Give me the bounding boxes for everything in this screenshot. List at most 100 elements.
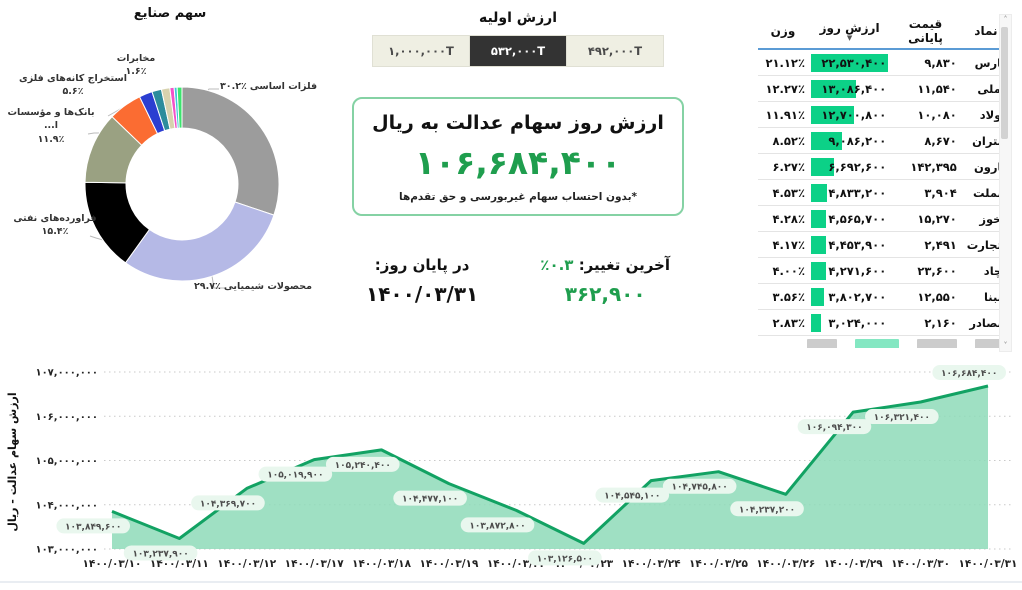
x-tick-label: ۱۴۰۰/۰۳/۱۹ xyxy=(419,558,479,570)
x-tick-label: ۱۴۰۰/۰۳/۲۴ xyxy=(622,558,682,570)
y-tick-label: ۱۰۷,۰۰۰,۰۰۰ xyxy=(35,368,98,379)
point-value-label: ۱۰۶,۳۲۱,۴۰۰ xyxy=(874,413,930,423)
history-chart-panel: ۱۰۳,۰۰۰,۰۰۰ ۱۰۴,۰۰۰,۰۰۰ ۱۰۵,۰۰۰,۰۰۰ ۱۰۶,۰۰۰… xyxy=(0,350,1022,586)
x-tick-label: ۱۴۰۰/۰۳/۱۷ xyxy=(285,558,345,570)
point-value-label: ۱۰۵,۲۴۰,۴۰۰ xyxy=(335,461,391,471)
value-databar xyxy=(810,79,856,98)
donut-label-metal-ore-mining: استخراج کانه‌های فلزی ۵.۶٪ xyxy=(19,73,127,98)
value-databar xyxy=(810,235,827,254)
day-value-amount: ۱۰۶,۶۸۴,۴۰۰ xyxy=(414,143,622,182)
table-row-وبملت: وبملت ۳,۹۰۴ ۴,۸۳۳,۲۰۰ ۴.۵۳٪ xyxy=(758,179,1012,206)
end-of-day-block: در پایان روز: ۱۴۰۰/۰۳/۳۱ xyxy=(366,256,478,306)
table-row-شبنا: شبنا ۱۲,۵۵۰ ۳,۸۰۲,۷۰۰ ۳.۵۶٪ xyxy=(758,283,1012,310)
top-stocks-table: نماد قیمت پایانی ارزش روز ▼ وزن فارس ۹,۸۳… xyxy=(758,12,1012,336)
point-value-label: ۱۰۳,۸۷۲,۸۰۰ xyxy=(469,521,525,531)
value-databar xyxy=(810,183,828,202)
initial-value-option-0[interactable]: ۱,۰۰۰,۰۰۰T xyxy=(373,36,469,66)
industry-share-title: سهم صنایع xyxy=(133,6,207,21)
y-tick-label: ۱۰۳,۰۰۰,۰۰۰ xyxy=(35,545,98,556)
scroll-up-icon[interactable]: ˄ xyxy=(1003,15,1008,24)
table-row-شتران: شتران ۸,۶۷۰ ۹,۰۸۶,۲۰۰ ۸.۵۲٪ xyxy=(758,127,1012,154)
x-tick-label: ۱۴۰۰/۰۳/۲۹ xyxy=(824,558,884,570)
donut-slice-10[interactable] xyxy=(176,86,183,129)
point-value-label: ۱۰۴,۳۶۹,۷۰۰ xyxy=(200,499,256,509)
scrollbar-thumb[interactable] xyxy=(1001,27,1008,139)
point-value-label: ۱۰۶,۰۹۴,۳۰۰ xyxy=(806,423,862,433)
table-row-فارس: فارس ۹,۸۳۰ ۲۲,۵۳۰,۴۰۰ ۲۱.۱۲٪ xyxy=(758,49,1012,76)
table-scrollbar[interactable]: ˄ ˅ xyxy=(999,14,1012,352)
donut-label-basic-metals: ۳۰.۲٪ فلزات اساسی xyxy=(220,81,318,92)
point-value-label: ۱۰۳,۱۲۶,۵۰۰ xyxy=(537,554,593,564)
sort-descending-icon[interactable]: ▼ xyxy=(846,34,853,42)
x-tick-label: ۱۴۰۰/۰۳/۱۲ xyxy=(217,558,277,570)
x-tick-label: ۱۴۰۰/۰۳/۱۱ xyxy=(150,558,209,570)
table-header-row: نماد قیمت پایانی ارزش روز ▼ وزن xyxy=(758,12,1012,50)
top-stocks-panel: نماد قیمت پایانی ارزش روز ▼ وزن فارس ۹,۸۳… xyxy=(742,12,1012,356)
initial-value-option-1[interactable]: ۵۳۲,۰۰۰T xyxy=(469,36,566,66)
donut-slice-0[interactable] xyxy=(181,86,280,216)
scroll-down-icon[interactable]: ˅ xyxy=(1003,341,1008,350)
value-databar xyxy=(810,131,842,150)
donut-label-chemicals: ۲۹.۷٪ محصولات شیمیایی xyxy=(194,281,312,292)
initial-value-option-2[interactable]: ۴۹۲,۰۰۰T xyxy=(566,36,663,66)
table-row-فولاد: فولاد ۱۰,۰۸۰ ۱۲,۷۰۰,۸۰۰ ۱۱.۹۱٪ xyxy=(758,101,1012,128)
x-tick-label: ۱۴۰۰/۰۳/۱۸ xyxy=(352,558,412,570)
x-tick-label: ۱۴۰۰/۰۳/۱۰ xyxy=(83,558,142,570)
table-row-کچاد: کچاد ۲۳,۶۰۰ ۴,۲۷۱,۶۰۰ ۴.۰۰٪ xyxy=(758,257,1012,284)
donut-label-oil-products: فراورده‌های نفتی ۱۵.۴٪ xyxy=(13,213,97,238)
last-change-label: آخرین تغییر: xyxy=(578,256,670,274)
header-close-price[interactable]: قیمت پایانی xyxy=(891,12,960,50)
end-of-day-date: ۱۴۰۰/۰۳/۳۱ xyxy=(366,282,479,306)
industry-donut-chart[interactable] xyxy=(0,26,340,326)
value-databar xyxy=(810,209,827,228)
y-tick-label: ۱۰۶,۰۰۰,۰۰۰ xyxy=(35,412,98,423)
point-value-label: ۱۰۴,۴۷۷,۱۰۰ xyxy=(402,495,458,505)
industry-share-panel: سهم صنایع ۳۰.۲٪ فلزات اساسی مخابرات ۱.۶٪… xyxy=(0,0,340,336)
last-change-row: آخرین تغییر: ۰.۳٪ ۳۶۲,۹۰۰ در پایان روز: … xyxy=(352,256,684,306)
y-tick-label: ۱۰۵,۰۰۰,۰۰۰ xyxy=(35,456,98,467)
donut-label-banks: بانک‌ها و مؤسسات ا... ۱۱.۹٪ xyxy=(7,107,95,145)
history-area-chart[interactable]: ۱۰۳,۰۰۰,۰۰۰ ۱۰۴,۰۰۰,۰۰۰ ۱۰۵,۰۰۰,۰۰۰ ۱۰۶,۰۰۰… xyxy=(0,350,1022,586)
x-tick-label: ۱۴۰۰/۰۳/۳۰ xyxy=(891,558,950,570)
y-axis-title: ارزش سهام عدالت - ریال xyxy=(6,392,19,531)
stocks-tbody: فارس ۹,۸۳۰ ۲۲,۵۳۰,۴۰۰ ۲۱.۱۲٪ فملی ۱۱,۵۴۰ ۱۳,۰۸… xyxy=(758,49,1012,336)
point-value-label: ۱۰۵,۰۱۹,۹۰۰ xyxy=(267,471,323,481)
value-databar xyxy=(810,105,855,124)
point-value-label: ۱۰۳,۲۳۷,۹۰۰ xyxy=(132,549,188,559)
point-value-label: ۱۰۴,۲۳۷,۲۰۰ xyxy=(739,505,795,515)
table-row-فخوز: فخوز ۱۵,۲۷۰ ۴,۵۶۵,۷۰۰ ۴.۲۸٪ xyxy=(758,205,1012,232)
summary-panel: ارزش اولیه ۱,۰۰۰,۰۰۰T ۵۳۲,۰۰۰T ۴۹۲,۰۰۰T ار… xyxy=(352,10,684,306)
x-tick-label: ۱۴۰۰/۰۳/۲۶ xyxy=(756,558,815,570)
table-row-فملی: فملی ۱۱,۵۴۰ ۱۳,۰۸۶,۴۰۰ ۱۲.۲۷٪ xyxy=(758,75,1012,102)
value-databar xyxy=(810,261,826,280)
end-of-day-label: در پایان روز: xyxy=(374,256,470,274)
value-databar xyxy=(810,313,821,332)
x-tick-label: ۱۴۰۰/۰۳/۲۵ xyxy=(689,558,749,570)
x-tick-label: ۱۴۰۰/۰۳/۳۱ xyxy=(959,558,1018,570)
table-row-مارون: مارون ۱۴۲,۳۹۵ ۶,۶۹۲,۶۰۰ ۶.۲۷٪ xyxy=(758,153,1012,180)
header-day-value[interactable]: ارزش روز ▼ xyxy=(807,12,892,50)
day-value-title: ارزش روز سهام عدالت به ریال xyxy=(372,112,664,134)
day-value-note: *بدون احتساب سهام غیربورسی و حق تقدم‌ها xyxy=(399,191,637,203)
clipped-next-row xyxy=(742,339,1012,348)
donut-slice-1[interactable] xyxy=(124,201,275,282)
initial-value-button-group: ۱,۰۰۰,۰۰۰T ۵۳۲,۰۰۰T ۴۹۲,۰۰۰T xyxy=(372,35,664,67)
donut-label-telecom: مخابرات ۱.۶٪ xyxy=(116,53,156,78)
last-change-block: آخرین تغییر: ۰.۳٪ ۳۶۲,۹۰۰ xyxy=(540,256,670,306)
table-row-وبصادر: وبصادر ۲,۱۶۰ ۳,۰۲۴,۰۰۰ ۲.۸۳٪ xyxy=(758,309,1012,336)
last-change-amount: ۳۶۲,۹۰۰ xyxy=(564,282,646,306)
y-tick-label: ۱۰۴,۰۰۰,۰۰۰ xyxy=(35,500,98,511)
last-change-percent: ۰.۳٪ xyxy=(540,256,574,274)
value-databar xyxy=(810,287,825,306)
value-databar xyxy=(810,157,835,176)
header-weight[interactable]: وزن xyxy=(758,12,808,50)
point-value-label: ۱۰۶,۶۸۴,۴۰۰ xyxy=(941,369,997,379)
point-value-label: ۱۰۴,۵۴۵,۱۰۰ xyxy=(604,492,660,502)
footer-divider xyxy=(0,581,1022,583)
table-row-وتجارت: وتجارت ۲,۴۹۱ ۴,۴۵۳,۹۰۰ ۴.۱۷٪ xyxy=(758,231,1012,258)
initial-value-title: ارزش اولیه xyxy=(478,10,558,26)
value-databar xyxy=(810,53,889,72)
day-value-box: ارزش روز سهام عدالت به ریال ۱۰۶,۶۸۴,۴۰۰ … xyxy=(352,97,684,216)
point-value-label: ۱۰۴,۷۴۵,۸۰۰ xyxy=(672,483,728,493)
point-value-label: ۱۰۳,۸۴۹,۶۰۰ xyxy=(65,522,121,532)
